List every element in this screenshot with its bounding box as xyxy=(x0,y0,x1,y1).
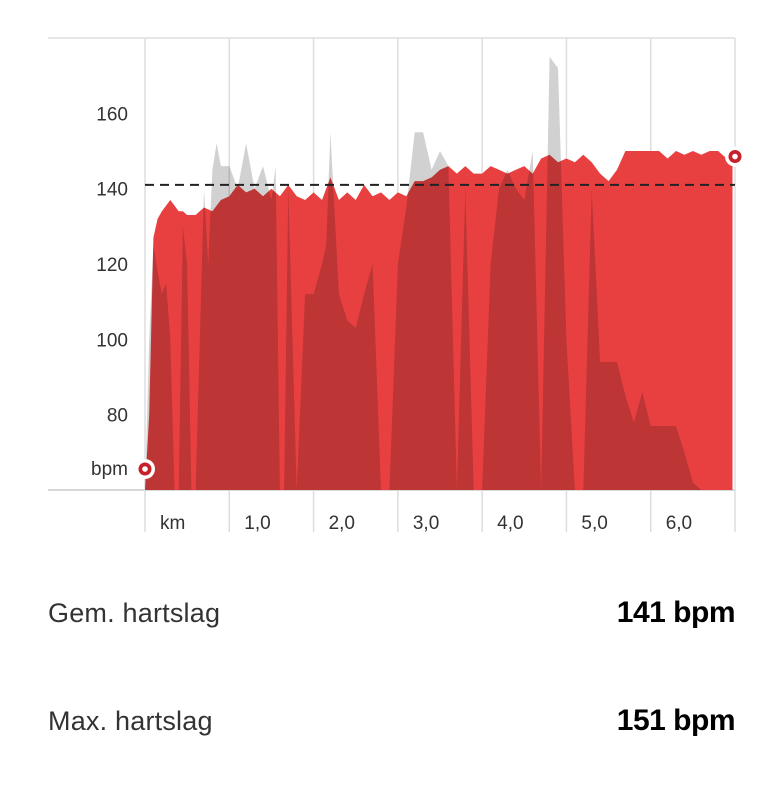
x-tick-label: 2,0 xyxy=(329,513,355,534)
x-axis-unit-label: km xyxy=(160,513,185,534)
x-axis-labels: 1,0 2,0 3,0 4,0 5,0 6,0 xyxy=(244,513,692,534)
average-heart-rate-value: 141 bpm xyxy=(616,596,736,629)
y-tick-label: 100 xyxy=(96,330,128,351)
average-heart-rate-label: Gem. hartslag xyxy=(48,597,221,628)
x-tick-label: 3,0 xyxy=(413,513,439,534)
y-tick-label: 140 xyxy=(96,180,128,201)
y-axis-labels: 80 100 120 140 160 xyxy=(96,104,128,426)
average-heart-rate-row: Gem. hartslag 141 bpm xyxy=(48,593,736,633)
heart-rate-chart: 80 100 120 140 160 1,0 2,0 3,0 4,0 5,0 6,0 km bpm xyxy=(48,37,745,534)
max-heart-rate-label: Max. hartslag xyxy=(48,705,213,736)
x-tick-label: 6,0 xyxy=(666,513,692,534)
max-heart-rate-value: 151 bpm xyxy=(616,704,736,737)
y-axis-unit-label: bpm xyxy=(91,459,128,480)
x-tick-label: 1,0 xyxy=(244,513,270,534)
marker-center xyxy=(142,466,148,472)
y-tick-label: 80 xyxy=(107,406,128,427)
max-heart-rate-row: Max. hartslag 151 bpm xyxy=(48,701,736,741)
y-tick-label: 120 xyxy=(96,255,128,276)
x-tick-label: 5,0 xyxy=(581,513,607,534)
marker-center xyxy=(732,153,738,160)
x-tick-label: 4,0 xyxy=(497,513,523,534)
background-elevation-area xyxy=(145,56,733,491)
start-point-marker xyxy=(135,459,155,479)
y-tick-label: 160 xyxy=(96,104,128,125)
end-point-marker xyxy=(725,146,745,167)
